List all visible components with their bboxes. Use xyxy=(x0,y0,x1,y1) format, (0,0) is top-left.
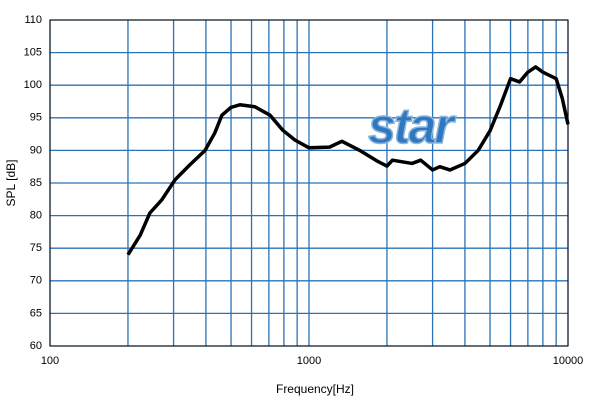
y-tick-label: 70 xyxy=(30,275,42,287)
y-tick-label: 75 xyxy=(30,242,42,254)
x-tick-label: 10000 xyxy=(553,355,584,367)
plot-border xyxy=(49,19,569,347)
x-tick-label: 100 xyxy=(41,355,59,367)
line-series xyxy=(126,65,570,256)
y-tick-label: 80 xyxy=(30,210,42,222)
y-tick-label: 95 xyxy=(30,112,42,124)
y-tick-label: 105 xyxy=(24,47,42,59)
x-axis-label: Frequency[Hz] xyxy=(276,382,354,396)
watermark-logo: star xyxy=(368,98,456,154)
y-tick-label: 110 xyxy=(24,14,42,26)
y-tick-label: 100 xyxy=(24,79,42,91)
y-tick-label: 65 xyxy=(30,307,42,319)
y-axis-label: SPL [dB] xyxy=(4,160,18,207)
x-tick-label: 1000 xyxy=(297,355,321,367)
y-tick-label: 85 xyxy=(30,177,42,189)
y-tick-label: 60 xyxy=(30,340,42,352)
y-tick-label: 90 xyxy=(30,144,42,156)
